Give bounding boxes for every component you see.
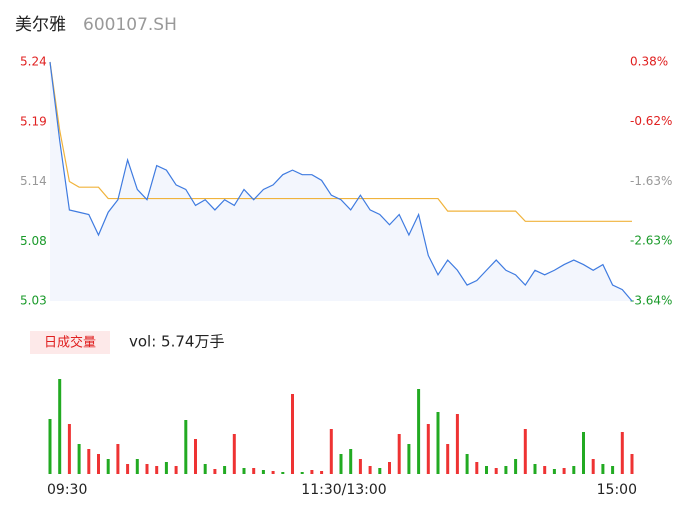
stock-code: 600107.SH [83, 15, 177, 35]
y2-tick-label: -1.63% [630, 174, 672, 188]
volume-bar [455, 414, 459, 474]
volume-bar [562, 468, 566, 474]
volume-bar [552, 469, 556, 474]
volume-bar [504, 466, 508, 474]
volume-bar [116, 444, 120, 474]
volume-bar [465, 454, 469, 474]
volume-bar [213, 469, 217, 474]
volume-bar [291, 394, 294, 474]
volume-bar [58, 379, 62, 474]
volume-bar [261, 470, 265, 474]
x-tick-label: 11:30/13:00 [301, 482, 386, 498]
volume-bar [97, 454, 100, 474]
volume-bar [164, 462, 168, 474]
y-tick-label: 5.19 [20, 114, 47, 128]
volume-bar [611, 466, 615, 474]
volume-bar [620, 432, 624, 474]
volume-bar [135, 459, 139, 474]
volume-bar [582, 432, 585, 474]
x-tick-label: 15:00 [597, 482, 637, 498]
volume-bar [572, 466, 576, 474]
volume-bar [523, 429, 527, 474]
volume-bar [358, 459, 362, 474]
volume-bar [630, 454, 634, 474]
volume-bar [281, 472, 285, 474]
volume-total: vol: 5.74万手 [129, 333, 224, 351]
volume-bar [533, 464, 537, 474]
volume-bar [407, 444, 411, 474]
volume-bar [184, 420, 188, 474]
stock-name: 美尔雅 [15, 15, 66, 35]
volume-bar [300, 472, 304, 474]
y2-tick-label: -3.64% [630, 294, 672, 308]
volume-bar [155, 466, 159, 474]
volume-bar [514, 459, 518, 474]
volume-bar [475, 462, 479, 474]
volume-bar [174, 466, 178, 474]
volume-bar [446, 444, 450, 474]
volume-bar [223, 466, 227, 474]
y2-tick-label: 0.38% [630, 55, 668, 69]
volume-bar [378, 468, 382, 474]
volume-bar [397, 434, 401, 474]
volume-bar [339, 454, 343, 474]
volume-bar [368, 466, 372, 474]
volume-bar [426, 424, 430, 474]
volume-bar [310, 470, 314, 474]
y2-tick-label: -2.63% [630, 233, 672, 247]
volume-bar [417, 389, 421, 474]
volume-bar [494, 468, 498, 474]
volume-bar [194, 439, 197, 474]
price-area [50, 62, 632, 301]
volume-bar [145, 464, 149, 474]
volume-bar [320, 471, 324, 474]
volume-bar [67, 424, 71, 474]
volume-bar [48, 419, 52, 474]
volume-bar [543, 466, 547, 474]
volume-bar [242, 468, 246, 474]
volume-bar [87, 449, 91, 474]
volume-bar [77, 444, 81, 474]
volume-bar [126, 464, 130, 474]
price-line [49, 61, 633, 302]
volume-bar [485, 466, 488, 474]
x-tick-label: 09:30 [47, 482, 87, 498]
volume-bar [329, 429, 333, 474]
y-tick-label: 5.24 [20, 55, 47, 69]
y-tick-label: 5.14 [20, 174, 47, 188]
volume-bar [349, 449, 353, 474]
volume-bar [591, 459, 595, 474]
volume-bar [106, 459, 110, 474]
y-tick-label: 5.03 [20, 294, 47, 308]
y-tick-label: 5.08 [20, 234, 47, 248]
volume-bar [436, 412, 440, 474]
volume-bar [252, 468, 256, 474]
volume-bar [232, 434, 236, 474]
y2-tick-label: -0.62% [630, 114, 672, 128]
volume-bar [388, 462, 391, 474]
volume-bar [271, 471, 275, 474]
legend-box [30, 331, 110, 354]
volume-bar [601, 464, 605, 474]
volume-bar [203, 464, 207, 474]
volume-label: 日成交量 [44, 335, 96, 351]
